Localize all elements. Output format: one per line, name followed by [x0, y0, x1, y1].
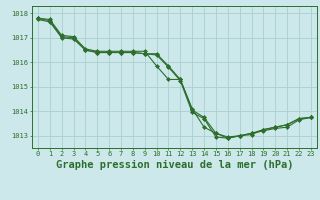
X-axis label: Graphe pression niveau de la mer (hPa): Graphe pression niveau de la mer (hPa) [56, 160, 293, 170]
